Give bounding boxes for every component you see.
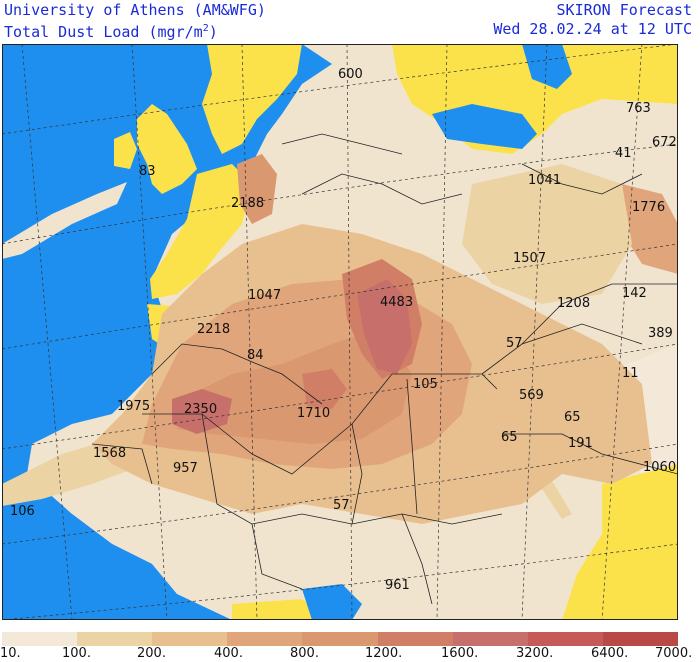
value-label: 191 [568,436,593,451]
legend-swatch [152,632,228,646]
value-label: 105 [413,377,438,392]
legend-swatch [227,632,303,646]
dust-load-map: 600 763 672 83 41 1041 2188 1776 1507 10… [2,44,678,620]
value-label: 2218 [197,322,230,337]
caspian-sea [522,44,572,89]
value-label: 1568 [93,446,126,461]
value-label: 57 [506,336,523,351]
value-label: 142 [622,286,647,301]
legend-tick-label: 6400. [591,646,629,661]
institution-title: University of Athens (AM&WFG) [4,1,266,19]
field-title: Total Dust Load (mgr/m2) [4,23,218,41]
legend-tick-label: 10. [0,646,21,661]
atlantic-dust-north [2,182,127,259]
legend-tick-label: 400. [214,646,243,661]
value-label: 11 [622,366,639,381]
legend-swatch [2,632,78,646]
black-sea [432,104,537,149]
value-label: 65 [564,410,581,425]
dust-1600 [357,279,412,374]
value-label: 2350 [184,402,217,417]
value-label: 600 [338,67,363,82]
value-label: 106 [10,504,35,519]
dust-800 [177,334,412,444]
africa-east-clear [562,464,678,620]
ireland-land [114,132,137,169]
legend-swatch [377,632,453,646]
value-label: 84 [247,348,264,363]
legend-tick-label: 3200. [516,646,554,661]
value-labels: 600 763 672 83 41 1041 2188 1776 1507 10… [10,67,677,593]
value-label: 65 [501,430,518,445]
legend-tick-label: 800. [290,646,319,661]
dust-800-east [617,184,678,274]
guinea-sea [302,584,362,620]
europe-north [202,44,302,154]
valid-time: Wed 28.02.24 at 12 UTC [493,20,692,38]
southwest-sea [2,514,232,620]
graticule [2,44,678,620]
value-label: 2188 [231,196,264,211]
value-label: 1041 [528,173,561,188]
value-label: 1208 [557,296,590,311]
value-label: 961 [385,578,410,593]
value-label: 1060 [643,460,676,475]
legend-swatch [302,632,378,646]
value-label: 41 [615,146,632,161]
legend-tick-label: 100. [62,646,91,661]
value-label: 1507 [513,251,546,266]
value-label: 57 [333,498,350,513]
value-label: 1710 [297,406,330,421]
value-label: 1776 [632,200,665,215]
dust-400-east [462,164,632,304]
value-label: 569 [519,388,544,403]
dust-800-north [237,154,277,224]
legend-swatch [77,632,153,646]
value-label: 1975 [117,399,150,414]
value-label: 672 [652,135,677,150]
dust-1200-west [172,389,232,434]
dust-1200-center [302,369,347,409]
legend-tick-label: 1200. [365,646,403,661]
value-label: 389 [648,326,673,341]
value-label: 957 [173,461,198,476]
value-label: 83 [139,164,156,179]
forecast-title: SKIRON Forecast [556,1,692,19]
value-label: 763 [626,101,651,116]
value-label: 1047 [248,288,281,303]
uk-land [137,104,197,194]
value-label: 4483 [380,295,413,310]
france-iberia [150,164,252,299]
legend-tick-label: 1600. [441,646,479,661]
legend-swatch [452,632,528,646]
legend-ticks: 10. 100. 200. 400. 800. 1200. 1600. 3200. 6400. 7… [0,646,700,662]
legend-swatch [602,632,678,646]
legend-swatch [527,632,603,646]
color-legend [2,632,678,646]
legend-tick-label: 7000. [655,646,693,661]
country-borders [91,133,678,605]
legend-tick-label: 200. [137,646,166,661]
